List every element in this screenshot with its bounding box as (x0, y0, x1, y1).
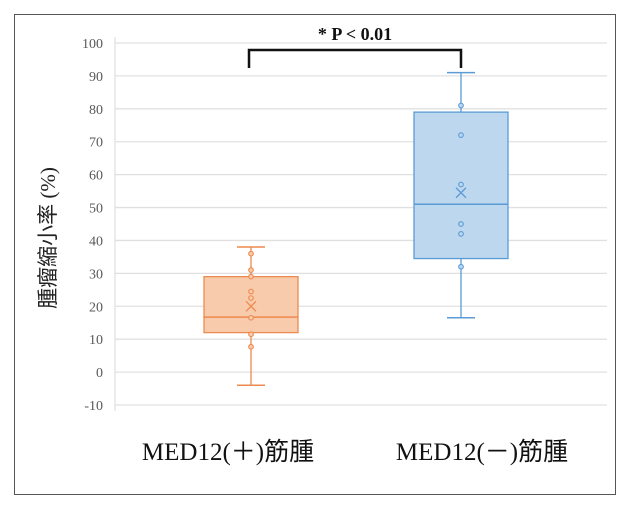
data-point (458, 263, 464, 270)
data-point (248, 314, 254, 321)
data-point (248, 267, 254, 273)
y-tick-label: 100 (82, 37, 103, 52)
data-point (248, 273, 254, 280)
y-tick-label: 50 (89, 202, 103, 217)
data-point (248, 343, 254, 350)
y-tick-label: 80 (89, 103, 103, 118)
y-tick-label: 10 (89, 333, 103, 348)
y-tick-label: 30 (89, 267, 103, 282)
category-label-0: MED12(＋)筋腫 (142, 438, 314, 466)
data-point (458, 181, 464, 188)
box-1 (413, 71, 509, 319)
y-tick-label: 0 (96, 366, 103, 381)
category-label-1: MED12(－)筋腫 (396, 438, 568, 466)
y-tick-label: -10 (84, 399, 103, 414)
data-point (458, 102, 464, 109)
data-point (248, 295, 254, 301)
data-point (458, 132, 464, 138)
y-tick-label: 90 (89, 70, 103, 85)
y-tick-label: 70 (89, 136, 103, 151)
data-point (458, 221, 464, 227)
y-axis-label: 腫瘤縮小率 (%) (36, 167, 60, 309)
significance-bracket (247, 48, 463, 68)
data-point (248, 250, 254, 257)
y-tick-label: 20 (89, 300, 103, 315)
significance-annotation: * P < 0.01 (318, 24, 392, 44)
y-tick-label: 60 (89, 169, 103, 184)
data-point (458, 231, 464, 237)
iqr-box (203, 276, 299, 334)
y-tick-label: 40 (89, 234, 103, 249)
box-0 (203, 246, 299, 387)
chart-frame (14, 14, 616, 495)
mean-marker (245, 300, 257, 312)
data-point (248, 288, 254, 295)
mean-marker (455, 187, 467, 199)
data-point (248, 331, 254, 338)
